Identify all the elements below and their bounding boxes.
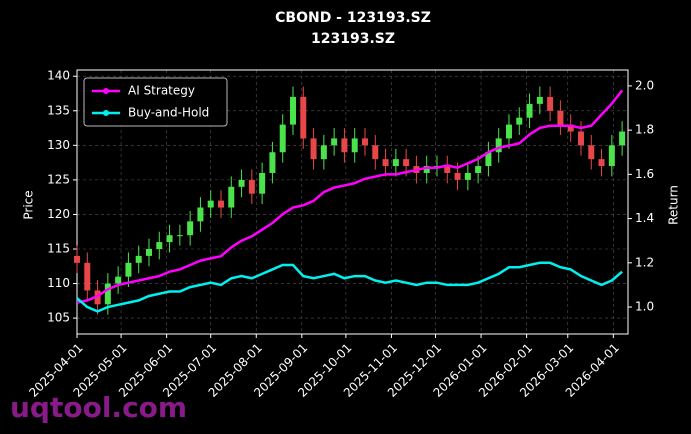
- y-tick-label: 135: [47, 103, 70, 117]
- candle-body: [423, 166, 430, 173]
- candle-body: [310, 138, 317, 160]
- candle-body: [475, 166, 482, 173]
- y2-tick-label: 1.0: [635, 300, 654, 314]
- candle-body: [115, 276, 122, 284]
- candle-body: [608, 145, 615, 167]
- candle-body: [228, 186, 235, 208]
- candle-body: [217, 200, 224, 208]
- series-line: [76, 89, 624, 304]
- candle-body: [166, 235, 173, 243]
- candle-body: [351, 138, 358, 153]
- candle-body: [557, 110, 564, 125]
- y2-tick-label: 1.2: [635, 255, 654, 269]
- series-line: [76, 261, 623, 313]
- candle-body: [289, 96, 296, 125]
- chart-title: CBOND - 123193.SZ: [275, 10, 431, 26]
- candle-body: [485, 152, 492, 167]
- candle-body: [619, 131, 626, 146]
- legend-marker: [103, 88, 109, 94]
- candle-body: [300, 96, 307, 139]
- y2-tick-label: 1.8: [635, 123, 654, 137]
- candle-body: [135, 255, 142, 263]
- y-tick-label: 115: [47, 241, 70, 255]
- candle-body: [125, 262, 132, 277]
- candle-body: [320, 145, 327, 160]
- y2-tick-label: 1.4: [635, 211, 654, 225]
- chart-subtitle: 123193.SZ: [311, 31, 395, 47]
- candle-body: [197, 207, 204, 222]
- candle-body: [588, 145, 595, 160]
- candle-body: [248, 179, 255, 194]
- candle-body: [598, 159, 605, 167]
- candle-body: [382, 159, 389, 167]
- candle-body: [361, 138, 368, 146]
- legend-label: AI Strategy: [128, 84, 195, 98]
- candle-body: [536, 96, 543, 104]
- candle-body: [238, 179, 245, 187]
- candle-body: [156, 242, 163, 249]
- candle-body: [84, 262, 91, 291]
- candle-body: [444, 166, 451, 173]
- candle-body: [279, 124, 286, 153]
- candle-body: [516, 117, 523, 125]
- candle-body: [526, 103, 533, 118]
- candle-body: [505, 124, 512, 139]
- candle-body: [74, 255, 80, 263]
- y-tick-label: 125: [47, 172, 70, 186]
- y-tick-label: 110: [47, 276, 70, 290]
- candle-body: [259, 172, 266, 194]
- candle-body: [207, 200, 214, 208]
- y-tick-label: 105: [47, 311, 70, 325]
- candle-body: [577, 131, 584, 146]
- candle-body: [495, 138, 502, 153]
- candle-body: [547, 96, 554, 111]
- y-axis-label: Price: [22, 190, 36, 219]
- candle-body: [372, 145, 379, 160]
- y2-tick-label: 2.0: [635, 78, 654, 92]
- legend-marker: [103, 110, 109, 116]
- candle-body: [145, 248, 152, 256]
- candle-body: [403, 159, 410, 167]
- legend-label: Buy-and-Hold: [128, 106, 209, 120]
- candle-body: [392, 159, 399, 167]
- candle-body: [341, 138, 348, 153]
- y-tick-label: 120: [47, 207, 70, 221]
- y2-axis-label: Return: [667, 185, 681, 225]
- candle-body: [567, 124, 574, 132]
- candle-body: [176, 235, 183, 237]
- y2-tick-label: 1.6: [635, 167, 654, 181]
- y-tick-label: 140: [47, 69, 70, 83]
- candle-body: [269, 152, 276, 173]
- candle-body: [464, 172, 471, 180]
- y-tick-label: 130: [47, 138, 70, 152]
- plot-frame: [76, 69, 629, 335]
- candle-body: [454, 172, 461, 180]
- candle-body: [94, 290, 101, 305]
- watermark: uqtool.com: [10, 391, 187, 424]
- candle-body: [331, 138, 338, 146]
- candle-body: [187, 221, 194, 236]
- candle-body: [104, 283, 111, 305]
